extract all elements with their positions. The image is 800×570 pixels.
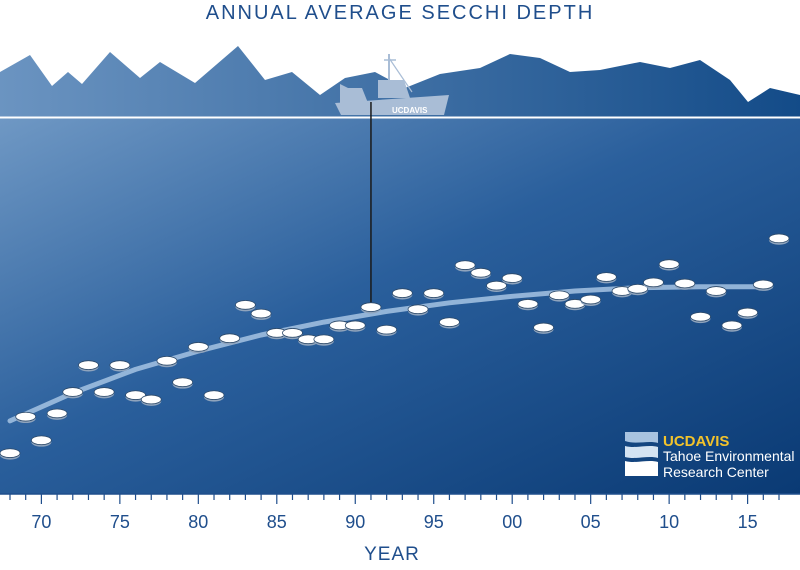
data-point-2013 [705, 286, 727, 298]
data-point-1985 [266, 328, 288, 340]
data-point-1997 [454, 260, 476, 272]
data-point-1989 [329, 320, 350, 332]
data-point-2002 [533, 322, 554, 334]
data-point-1977 [140, 394, 162, 406]
data-point-1981 [203, 390, 225, 402]
data-point-2008 [627, 284, 649, 296]
data-point-1975 [109, 360, 131, 372]
x-tick-label-00: 00 [502, 512, 522, 532]
x-tick-label-10: 10 [659, 512, 679, 532]
data-point-2005 [580, 294, 602, 306]
research-boat: UCDAVIS [335, 54, 449, 115]
data-point-1980 [187, 342, 209, 354]
data-point-2017 [768, 233, 790, 245]
data-point-1993 [391, 288, 413, 300]
data-point-2011 [674, 278, 696, 290]
data-point-2009 [643, 277, 664, 289]
data-point-1970 [30, 435, 52, 447]
x-tick-label-05: 05 [581, 512, 601, 532]
x-tick-label-90: 90 [345, 512, 365, 532]
data-point-1990 [344, 320, 366, 332]
boat-label: UCDAVIS [392, 106, 428, 115]
chart-title: ANNUAL AVERAGE SECCHI DEPTH [205, 2, 595, 24]
data-point-2015 [737, 307, 759, 319]
data-point-1969 [15, 411, 37, 424]
data-point-1991 [360, 302, 382, 314]
data-point-1998 [470, 267, 492, 280]
x-tick-label-70: 70 [31, 512, 51, 532]
data-point-1996 [439, 317, 460, 329]
data-point-1976 [125, 390, 146, 402]
data-point-1999 [486, 280, 507, 292]
data-point-2014 [721, 320, 743, 332]
data-point-2012 [690, 311, 711, 324]
ucdavis-terc-logo: UCDAVIS Tahoe Environmental Research Cen… [625, 432, 795, 480]
logo-line1: Tahoe Environmental [663, 448, 795, 464]
data-point-1974 [93, 387, 115, 399]
data-point-1968 [0, 448, 21, 460]
data-point-2003 [548, 290, 570, 302]
data-point-1979 [172, 377, 194, 389]
data-point-1971 [46, 408, 68, 420]
data-point-1992 [376, 324, 398, 337]
svg-text:UCDAVIS: UCDAVIS [663, 433, 729, 450]
logo-uc: UC [663, 433, 685, 450]
x-axis: 70 75 80 85 90 95 00 05 10 15 [0, 493, 800, 532]
data-point-1988 [313, 334, 335, 346]
x-axis-label: YEAR [364, 544, 420, 565]
data-point-2000 [501, 273, 523, 285]
x-tick-label-80: 80 [188, 512, 208, 532]
x-tick-label-85: 85 [267, 512, 287, 532]
data-point-2006 [595, 272, 617, 284]
mountain-range [0, 46, 800, 118]
data-point-1984 [250, 308, 272, 320]
lake-water [0, 118, 800, 494]
data-point-1994 [407, 304, 429, 316]
x-tick-label-15: 15 [738, 512, 758, 532]
data-point-2001 [517, 299, 539, 311]
data-point-2016 [752, 279, 774, 291]
data-point-1986 [282, 328, 303, 340]
data-point-1978 [156, 355, 178, 368]
x-tick-label-75: 75 [110, 512, 130, 532]
data-point-1983 [235, 300, 256, 312]
data-point-1995 [423, 288, 445, 300]
logo-davis: DAVIS [685, 433, 730, 450]
data-point-2010 [658, 259, 680, 271]
data-point-1973 [78, 360, 99, 372]
data-point-1972 [62, 387, 84, 399]
logo-line2: Research Center [663, 464, 769, 480]
logo-wave-icon [625, 432, 658, 476]
data-point-1987 [297, 334, 319, 346]
x-tick-label-95: 95 [424, 512, 444, 532]
data-point-2004 [564, 299, 586, 311]
data-point-1982 [219, 333, 241, 345]
